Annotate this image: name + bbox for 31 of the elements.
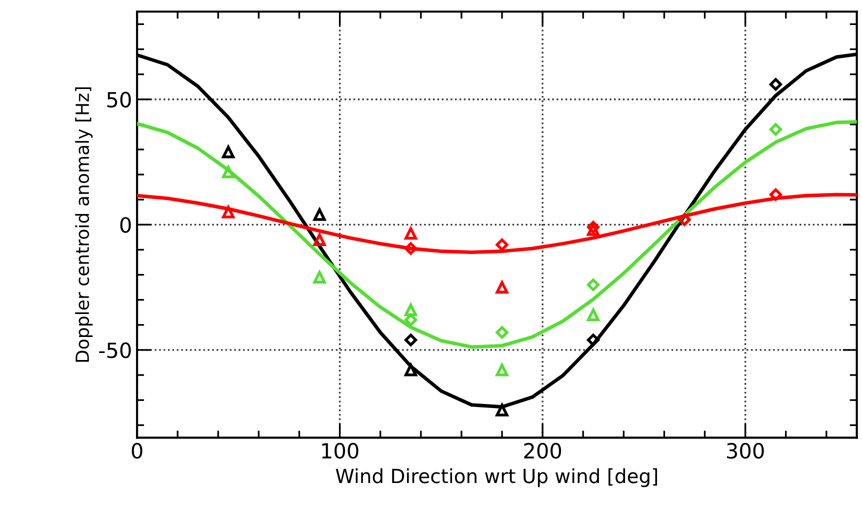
x-tick-label: 300 — [727, 442, 764, 459]
point — [769, 78, 782, 91]
point — [496, 364, 508, 376]
point — [404, 314, 418, 326]
point — [222, 146, 235, 158]
point — [404, 227, 418, 240]
point — [586, 278, 600, 292]
point — [496, 238, 508, 252]
y-tick-label: 0 — [120, 217, 131, 233]
point — [496, 326, 508, 339]
point — [222, 206, 235, 218]
x-tick-label: 0 — [132, 442, 142, 459]
x-tick-label: 100 — [322, 442, 358, 459]
point — [404, 242, 418, 255]
point — [404, 334, 418, 346]
point — [496, 404, 508, 416]
y-tick-label: 50 — [107, 92, 131, 108]
point — [769, 123, 782, 136]
point — [586, 334, 600, 346]
x-tick-label: 200 — [524, 442, 562, 459]
x-axis-title: Wind Direction wrt Up wind [deg] — [336, 468, 658, 488]
point — [586, 220, 600, 234]
point — [313, 233, 326, 246]
line-series — [137, 120, 857, 349]
point — [222, 166, 235, 178]
point — [404, 364, 418, 376]
point — [313, 208, 326, 221]
point — [769, 188, 782, 201]
point — [587, 223, 600, 236]
y-axis-title: Doppler centroid anomaly [Hz] — [75, 87, 93, 362]
y-tick-label: -50 — [99, 342, 131, 358]
